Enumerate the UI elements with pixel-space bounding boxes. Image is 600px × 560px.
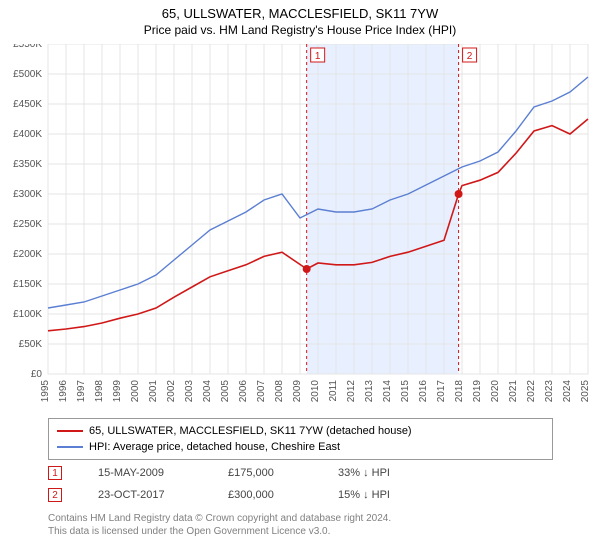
table-row: 2 23-OCT-2017 £300,000 15% ↓ HPI <box>48 484 458 506</box>
svg-text:2005: 2005 <box>220 380 231 403</box>
sale-diff: 15% ↓ HPI <box>338 489 458 501</box>
svg-text:2023: 2023 <box>544 380 555 403</box>
sale-price: £300,000 <box>228 489 338 501</box>
svg-text:2021: 2021 <box>508 380 519 403</box>
svg-text:2006: 2006 <box>238 380 249 403</box>
svg-text:£150K: £150K <box>13 279 42 290</box>
chart-title: 65, ULLSWATER, MACCLESFIELD, SK11 7YW <box>0 0 600 21</box>
svg-text:2017: 2017 <box>436 380 447 403</box>
attribution-line: This data is licensed under the Open Gov… <box>48 525 391 538</box>
chart-subtitle: Price paid vs. HM Land Registry's House … <box>0 21 600 41</box>
svg-text:2025: 2025 <box>580 380 591 403</box>
svg-text:2022: 2022 <box>526 380 537 403</box>
table-row: 1 15-MAY-2009 £175,000 33% ↓ HPI <box>48 462 458 484</box>
svg-text:£0: £0 <box>31 369 43 380</box>
svg-text:2000: 2000 <box>130 380 141 403</box>
svg-text:1999: 1999 <box>112 380 123 403</box>
legend-item: 65, ULLSWATER, MACCLESFIELD, SK11 7YW (d… <box>57 423 544 439</box>
svg-text:£300K: £300K <box>13 189 42 200</box>
legend-item: HPI: Average price, detached house, Ches… <box>57 439 544 455</box>
legend-label: HPI: Average price, detached house, Ches… <box>89 439 340 455</box>
svg-text:2016: 2016 <box>418 380 429 403</box>
svg-text:1: 1 <box>315 51 321 62</box>
svg-text:2024: 2024 <box>562 380 573 403</box>
svg-text:1996: 1996 <box>58 380 69 403</box>
sale-marker: 2 <box>48 488 62 502</box>
sale-marker: 1 <box>48 466 62 480</box>
svg-text:2018: 2018 <box>454 380 465 403</box>
svg-text:£50K: £50K <box>19 339 43 350</box>
sales-table: 1 15-MAY-2009 £175,000 33% ↓ HPI 2 23-OC… <box>48 462 458 506</box>
sale-price: £175,000 <box>228 467 338 479</box>
svg-text:£100K: £100K <box>13 309 42 320</box>
svg-text:2009: 2009 <box>292 380 303 403</box>
legend-swatch <box>57 446 83 448</box>
svg-text:2020: 2020 <box>490 380 501 403</box>
svg-text:2: 2 <box>467 51 473 62</box>
svg-text:2002: 2002 <box>166 380 177 403</box>
svg-text:£400K: £400K <box>13 129 42 140</box>
svg-text:£250K: £250K <box>13 219 42 230</box>
svg-text:2015: 2015 <box>400 380 411 403</box>
legend-swatch <box>57 430 83 432</box>
svg-text:2013: 2013 <box>364 380 375 403</box>
chart-plot-area: £0 £50K £100K £150K £200K £250K £300K £350K £400… <box>0 44 600 414</box>
svg-text:£500K: £500K <box>13 69 42 80</box>
svg-text:£350K: £350K <box>13 159 42 170</box>
chart-container: 65, ULLSWATER, MACCLESFIELD, SK11 7YW Pr… <box>0 0 600 560</box>
svg-text:2010: 2010 <box>310 380 321 403</box>
svg-text:£200K: £200K <box>13 249 42 260</box>
chart-legend: 65, ULLSWATER, MACCLESFIELD, SK11 7YW (d… <box>48 418 553 460</box>
svg-text:2014: 2014 <box>382 380 393 403</box>
svg-text:2004: 2004 <box>202 380 213 403</box>
svg-text:1997: 1997 <box>76 380 87 403</box>
svg-text:£450K: £450K <box>13 99 42 110</box>
svg-text:2012: 2012 <box>346 380 357 403</box>
svg-text:2001: 2001 <box>148 380 159 403</box>
legend-label: 65, ULLSWATER, MACCLESFIELD, SK11 7YW (d… <box>89 423 412 439</box>
svg-text:2019: 2019 <box>472 380 483 403</box>
svg-text:2007: 2007 <box>256 380 267 403</box>
svg-text:2008: 2008 <box>274 380 285 403</box>
sale-date: 15-MAY-2009 <box>98 467 228 479</box>
svg-text:1998: 1998 <box>94 380 105 403</box>
svg-text:1995: 1995 <box>40 380 51 403</box>
sale-date: 23-OCT-2017 <box>98 489 228 501</box>
svg-text:2011: 2011 <box>328 380 339 402</box>
attribution: Contains HM Land Registry data © Crown c… <box>48 512 391 538</box>
svg-text:2003: 2003 <box>184 380 195 403</box>
svg-text:£550K: £550K <box>13 44 42 50</box>
sale-diff: 33% ↓ HPI <box>338 467 458 479</box>
attribution-line: Contains HM Land Registry data © Crown c… <box>48 512 391 525</box>
